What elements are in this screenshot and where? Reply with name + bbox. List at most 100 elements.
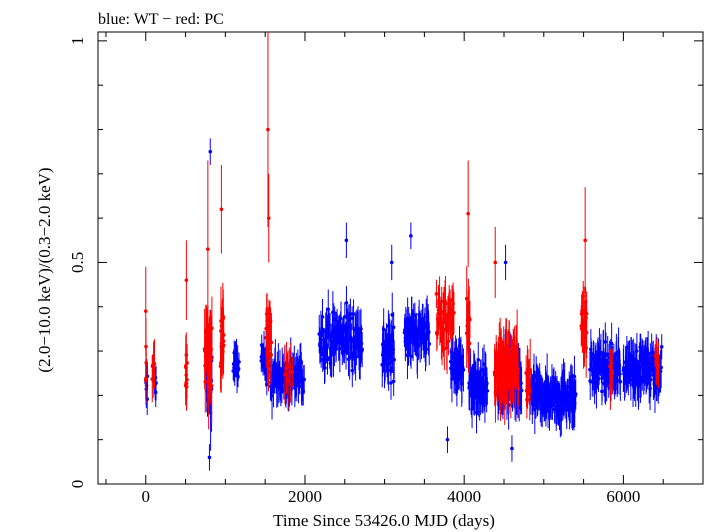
- pc-data-point: [266, 127, 270, 132]
- wt-data-point: [635, 349, 639, 353]
- wt-data-point: [476, 357, 481, 362]
- wt-data-point: [659, 365, 663, 370]
- wt-data-point: [408, 340, 413, 345]
- pc-data-point: [446, 339, 451, 344]
- wt-data-point: [344, 238, 349, 243]
- pc-data-point: [609, 374, 614, 379]
- wt-data-point: [460, 382, 464, 386]
- x-tick-label: 6000: [606, 487, 640, 506]
- pc-data-point: [290, 370, 295, 374]
- wt-data-point: [389, 381, 393, 385]
- y-tick-label: 0.5: [68, 252, 87, 273]
- y-tick-label: 0: [68, 480, 87, 489]
- pc-data-point: [516, 367, 520, 371]
- wt-data-point: [392, 357, 396, 362]
- wt-data-point: [424, 347, 428, 352]
- pc-data-point: [452, 311, 456, 315]
- wt-data-point: [426, 329, 431, 334]
- pc-data-point: [656, 363, 661, 368]
- wt-data-point: [618, 379, 623, 384]
- pc-data-point: [464, 296, 469, 301]
- pc-data-point: [184, 278, 189, 282]
- chart-title: blue: WT − red: PC: [98, 11, 224, 28]
- wt-data-point: [573, 392, 578, 396]
- wt-data-point: [270, 393, 274, 398]
- wt-data-point: [609, 341, 614, 346]
- wt-data-point: [389, 260, 394, 265]
- wt-data-point: [338, 346, 342, 351]
- pc-data-point: [283, 372, 287, 377]
- pc-data-point: [515, 344, 519, 349]
- wt-data-point: [350, 316, 354, 320]
- wt-data-point: [273, 361, 278, 366]
- wt-data-point: [409, 354, 413, 359]
- wt-data-point: [503, 260, 508, 265]
- wt-data-point: [409, 234, 413, 238]
- pc-data-point: [144, 361, 149, 365]
- pc-data-point: [468, 317, 472, 322]
- wt-data-point: [302, 377, 307, 382]
- data-series: [143, 32, 664, 471]
- wt-data-point: [445, 437, 450, 442]
- wt-data-point: [596, 376, 601, 381]
- pc-data-point: [610, 370, 615, 374]
- pc-data-point: [443, 301, 448, 306]
- pc-data-point: [516, 386, 521, 391]
- pc-data-point: [221, 343, 226, 348]
- wt-data-point: [207, 455, 212, 460]
- wt-data-point: [265, 382, 269, 387]
- plot-frame: [97, 31, 704, 485]
- x-tick-label: 4000: [447, 487, 481, 506]
- pc-data-point: [434, 292, 439, 296]
- wt-data-point: [350, 368, 355, 373]
- wt-data-point: [519, 381, 523, 386]
- pc-data-point: [467, 349, 471, 354]
- wt-data-point: [659, 344, 664, 349]
- pc-data-point: [266, 360, 271, 365]
- pc-data-point: [185, 361, 189, 365]
- y-axis: 00.51: [68, 37, 703, 489]
- pc-data-point: [219, 207, 224, 212]
- pc-data-point: [493, 260, 498, 265]
- wt-data-point: [391, 325, 396, 330]
- wt-data-point: [485, 389, 490, 393]
- wt-data-point: [603, 340, 608, 344]
- pc-data-point: [467, 341, 472, 346]
- x-axis: 0 2000 4000 6000: [105, 32, 704, 506]
- wt-data-point: [348, 312, 353, 316]
- y-axis-label: (2.0−10.0 keV)/(0.3−2.0 keV): [35, 167, 54, 372]
- pc-data-point: [203, 380, 208, 384]
- x-tick-label: 2000: [288, 487, 322, 506]
- wt-data-point: [391, 379, 396, 384]
- wt-data-point: [572, 374, 577, 379]
- wt-data-point: [298, 378, 302, 383]
- wt-data-point: [360, 347, 364, 352]
- pc-data-point: [439, 299, 444, 304]
- wt-data-point: [461, 368, 466, 372]
- pc-data-point: [268, 319, 273, 324]
- x-tick-label: 0: [142, 487, 151, 506]
- pc-data-point: [269, 340, 274, 345]
- pc-data-point: [266, 216, 271, 220]
- series-pc: [143, 32, 661, 430]
- y-tick-label: 1: [68, 37, 87, 46]
- pc-data-point: [466, 211, 470, 216]
- pc-data-point: [584, 330, 589, 335]
- wt-data-point: [427, 342, 432, 346]
- wt-data-point: [237, 360, 241, 364]
- pc-data-point: [284, 366, 289, 370]
- wt-data-point: [154, 381, 158, 385]
- wt-data-point: [339, 316, 343, 321]
- wt-data-point: [343, 315, 347, 319]
- wt-data-point: [344, 301, 349, 305]
- x-axis-label: Time Since 53426.0 MJD (days): [273, 511, 495, 530]
- wt-data-point: [359, 327, 363, 331]
- pc-data-point: [143, 309, 148, 313]
- pc-data-point: [152, 361, 157, 366]
- pc-data-point: [209, 383, 214, 388]
- pc-data-point: [210, 326, 214, 331]
- wt-data-point: [386, 368, 391, 373]
- pc-data-point: [583, 238, 587, 243]
- pc-data-point: [528, 367, 532, 372]
